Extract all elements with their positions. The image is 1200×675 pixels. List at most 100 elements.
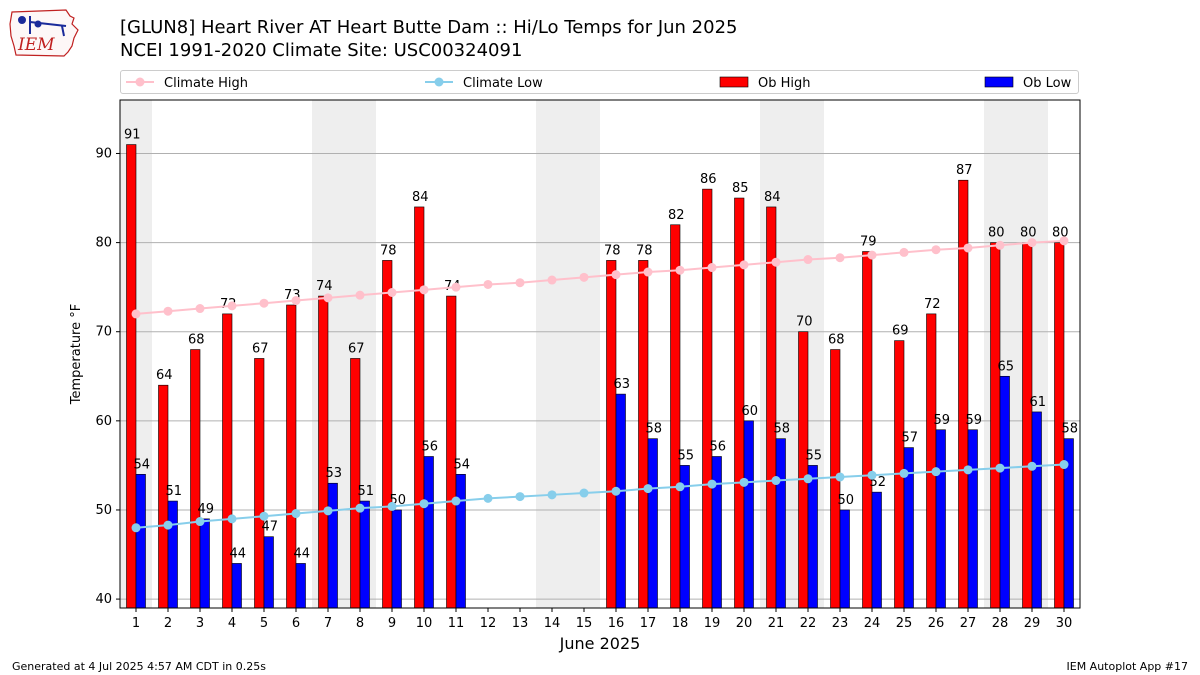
climate-high-point: [323, 293, 333, 303]
climate-low-point: [675, 482, 685, 492]
ob-high-bar: [126, 144, 137, 609]
climate-low-point: [515, 492, 525, 502]
x-tick-label: 16: [608, 616, 625, 631]
climate-high-point: [547, 275, 557, 285]
ob-low-bar: [231, 563, 242, 609]
legend-climate-high-label: Climate High: [164, 76, 248, 91]
ob-low-label: 53: [325, 466, 342, 481]
climate-low-point: [1027, 461, 1037, 471]
x-tick-label: 9: [388, 616, 396, 631]
ob-high-label: 86: [700, 172, 717, 187]
climate-high-point: [387, 288, 397, 298]
ob-low-bar: [775, 438, 786, 609]
ob-high-label: 67: [252, 341, 269, 356]
x-tick-label: 24: [864, 616, 881, 631]
ob-high-bar: [926, 313, 937, 609]
ob-low-label: 60: [741, 404, 758, 419]
x-tick-label: 23: [832, 616, 849, 631]
ob-low-label: 54: [453, 457, 470, 472]
climate-high-point: [419, 285, 429, 295]
x-tick-label: 2: [164, 616, 172, 631]
ob-low-label: 59: [965, 413, 982, 428]
ob-high-bar: [798, 331, 809, 609]
ob-high-label: 68: [828, 333, 845, 348]
ob-high-label: 82: [668, 208, 685, 223]
climate-low-point: [899, 468, 909, 478]
x-tick-label: 20: [736, 616, 753, 631]
ob-low-bar: [647, 438, 658, 609]
x-tick-label: 21: [768, 616, 785, 631]
climate-high-point: [163, 306, 173, 316]
climate-low-point: [643, 484, 653, 494]
ob-low-bar: [391, 509, 402, 609]
ob-low-bar: [711, 456, 722, 609]
y-tick-label: 60: [95, 414, 112, 429]
x-tick-label: 4: [228, 616, 236, 631]
ob-high-bar: [222, 313, 233, 609]
ob-low-bar: [1031, 411, 1042, 609]
x-tick-label: 15: [576, 616, 593, 631]
climate-low-point: [419, 499, 429, 509]
plot-frame: [119, 99, 1081, 609]
y-tick-label: 50: [95, 503, 112, 518]
ob-high-bar: [286, 304, 297, 609]
climate-high-point: [451, 282, 461, 292]
ob-high-label: 79: [860, 235, 877, 250]
x-tick-label: 1: [132, 616, 140, 631]
ob-high-bar: [990, 242, 1001, 609]
ob-high-label: 67: [348, 341, 365, 356]
ob-low-bar: [423, 456, 434, 609]
iowa-outline-icon: [9, 9, 79, 57]
climate-high-point: [515, 278, 525, 288]
legend-ob-low-swatch: [984, 76, 1014, 88]
ob-high-bar: [702, 188, 713, 609]
x-tick-label: 7: [324, 616, 332, 631]
climate-high-point: [707, 263, 717, 273]
ob-low-label: 44: [293, 546, 310, 561]
ob-low-bar: [839, 509, 850, 609]
ob-high-label: 72: [924, 297, 941, 312]
y-axis-label: Temperature °F: [69, 304, 84, 405]
logo-text: IEM: [17, 35, 55, 55]
ob-low-label: 58: [773, 422, 790, 437]
x-tick-label: 3: [196, 616, 204, 631]
legend-ob-high-swatch: [719, 76, 749, 88]
climate-low-point: [739, 477, 749, 487]
legend-ob-high-label: Ob High: [758, 76, 811, 91]
ob-high-bar: [254, 358, 265, 609]
ob-high-bar: [414, 206, 425, 609]
legend-climate-high-marker: [135, 77, 145, 87]
ob-low-label: 47: [261, 520, 278, 535]
ob-high-label: 68: [188, 333, 205, 348]
climate-low-point: [483, 493, 493, 503]
ob-low-bar: [167, 500, 178, 609]
ob-low-label: 55: [805, 448, 822, 463]
climate-low-point: [1059, 460, 1069, 470]
climate-high-point: [227, 301, 237, 311]
climate-low-point: [835, 472, 845, 482]
climate-high-point: [835, 253, 845, 263]
climate-low-point: [227, 514, 237, 524]
x-tick-label: 6: [292, 616, 300, 631]
ob-low-bar: [263, 536, 274, 609]
ob-high-bar: [766, 206, 777, 609]
x-tick-label: 26: [928, 616, 945, 631]
climate-high-point: [1059, 236, 1069, 246]
weekend-shade: [568, 100, 600, 608]
climate-low-point: [291, 509, 301, 519]
x-tick-label: 22: [800, 616, 817, 631]
climate-low-point: [611, 486, 621, 496]
ob-low-bar: [967, 429, 978, 609]
climate-low-point: [707, 479, 717, 489]
climate-high-point: [771, 257, 781, 267]
weekend-shade: [536, 100, 568, 608]
climate-low-point: [803, 474, 813, 484]
legend: [120, 70, 1079, 94]
ob-high-label: 78: [636, 243, 653, 258]
ob-high-label: 78: [380, 243, 397, 258]
ob-low-bar: [871, 491, 882, 609]
ob-low-label: 51: [165, 484, 182, 499]
x-tick-label: 28: [992, 616, 1009, 631]
climate-high-point: [963, 243, 973, 253]
ob-low-label: 54: [133, 457, 150, 472]
